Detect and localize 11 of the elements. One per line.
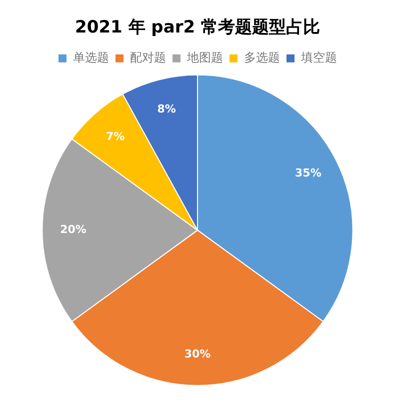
data-label: 30% <box>184 347 211 360</box>
legend-label: 单选题 <box>73 50 109 65</box>
data-label: 35% <box>295 166 322 180</box>
data-label: 20% <box>60 223 86 236</box>
legend-label: 填空题 <box>300 50 337 65</box>
legend-label: 地图题 <box>186 50 223 65</box>
data-label: 8% <box>157 102 176 116</box>
legend-label: 配对题 <box>130 50 166 65</box>
legend-label: 多选题 <box>244 50 280 65</box>
chart-title: 2021 年 par2 常考题题型占比 <box>75 18 320 38</box>
data-label: 7% <box>106 130 125 143</box>
